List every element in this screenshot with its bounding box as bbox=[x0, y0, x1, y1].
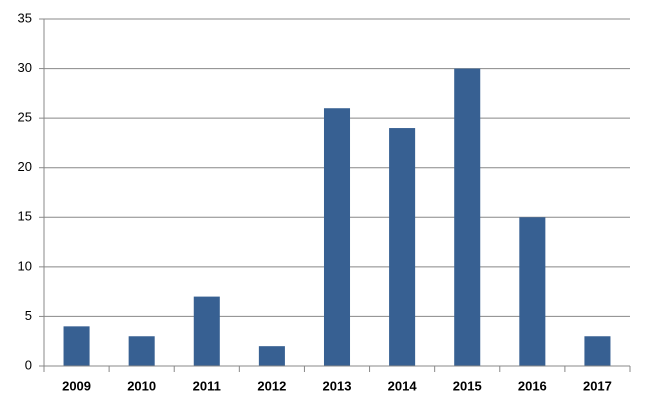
x-tick-label: 2015 bbox=[453, 378, 482, 393]
bar bbox=[519, 217, 546, 366]
x-tick-label: 2013 bbox=[323, 378, 352, 393]
x-tick-label: 2016 bbox=[518, 378, 547, 393]
x-tick-label: 2010 bbox=[127, 378, 156, 393]
bar bbox=[454, 68, 481, 367]
y-tick-label: 25 bbox=[18, 110, 32, 125]
y-tick-label: 15 bbox=[18, 209, 32, 224]
bar bbox=[63, 326, 90, 366]
x-tick-label: 2014 bbox=[388, 378, 418, 393]
bar bbox=[193, 296, 220, 366]
x-tick-label: 2011 bbox=[193, 378, 221, 393]
y-tick-label: 30 bbox=[18, 60, 32, 75]
y-tick-label: 0 bbox=[25, 357, 32, 372]
y-tick-label: 10 bbox=[18, 258, 32, 273]
bar bbox=[389, 128, 416, 366]
bar bbox=[323, 108, 351, 366]
bar bbox=[584, 336, 611, 366]
bar bbox=[128, 336, 155, 366]
y-tick-label: 5 bbox=[25, 308, 32, 323]
y-tick-label: 35 bbox=[18, 10, 32, 25]
bar bbox=[258, 346, 285, 366]
y-tick-label: 20 bbox=[18, 159, 32, 174]
x-tick-label: 2012 bbox=[257, 378, 286, 393]
x-tick-label: 2017 bbox=[583, 378, 612, 393]
x-tick-label: 2009 bbox=[62, 378, 91, 393]
